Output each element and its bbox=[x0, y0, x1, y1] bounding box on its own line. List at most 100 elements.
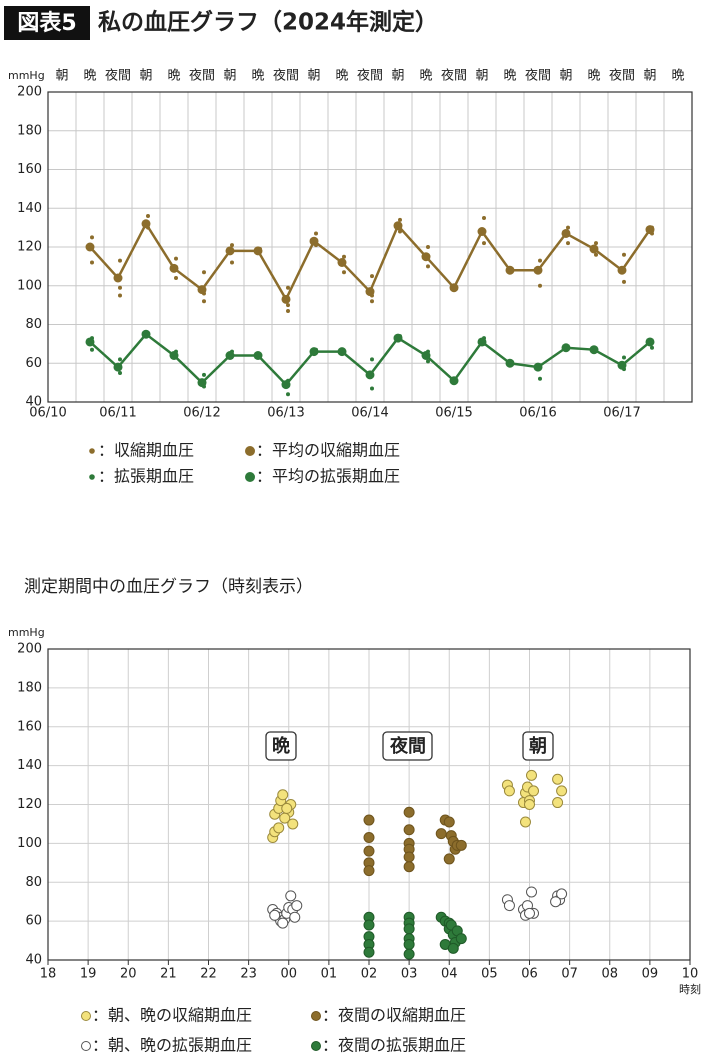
average-point bbox=[477, 337, 487, 347]
reading-dot bbox=[174, 276, 178, 280]
column-label: 夜間 bbox=[441, 69, 467, 84]
annotation: 朝 bbox=[529, 735, 547, 757]
reading-dot bbox=[202, 299, 206, 304]
reading-dot bbox=[286, 392, 290, 397]
x-tick-label: 01 bbox=[321, 967, 338, 982]
y-tick-label: 200 bbox=[17, 85, 42, 100]
y-tick-label: 40 bbox=[25, 953, 42, 968]
column-label: 夜間 bbox=[357, 69, 383, 84]
scatter-point bbox=[552, 797, 564, 809]
average-point bbox=[449, 283, 459, 293]
average-point bbox=[617, 265, 627, 275]
column-label: 朝 bbox=[223, 69, 236, 84]
scatter-point bbox=[403, 861, 415, 873]
legend-label: ：平均の収縮期血圧 bbox=[256, 441, 400, 460]
average-point bbox=[505, 265, 515, 275]
average-point bbox=[169, 351, 179, 360]
annotation: 晩 bbox=[272, 735, 290, 757]
column-label: 晩 bbox=[419, 69, 432, 84]
column-label: 夜間 bbox=[525, 69, 551, 84]
date-label: 06/10 bbox=[29, 406, 66, 421]
reading-dot bbox=[594, 241, 598, 246]
y-tick-label: 140 bbox=[17, 758, 42, 773]
reading-dot bbox=[650, 345, 654, 350]
column-label: 朝 bbox=[391, 69, 404, 84]
reading-dot bbox=[538, 376, 542, 381]
reading-dot bbox=[426, 359, 430, 364]
column-label: 晩 bbox=[587, 69, 600, 84]
average-point bbox=[169, 263, 179, 273]
scatter-point bbox=[556, 785, 568, 797]
scatter-point bbox=[285, 890, 297, 902]
reading-dot bbox=[426, 264, 430, 269]
page-title: 私の血圧グラフ（2024年測定） bbox=[98, 9, 438, 36]
annotation-box bbox=[382, 731, 433, 761]
average-point bbox=[645, 225, 655, 235]
reading-dot bbox=[538, 283, 542, 288]
x-tick-label: 20 bbox=[120, 967, 137, 982]
scatter-point bbox=[503, 900, 515, 912]
scatter-point bbox=[363, 832, 375, 844]
annotation-box bbox=[265, 731, 297, 761]
column-label: 晩 bbox=[251, 69, 264, 84]
average-point bbox=[421, 351, 431, 360]
scatter-point bbox=[435, 828, 447, 840]
column-label: 朝 bbox=[475, 69, 488, 84]
y-tick-label: 100 bbox=[17, 278, 42, 293]
y-tick-label: 180 bbox=[17, 680, 42, 695]
reading-dot bbox=[202, 270, 206, 275]
reading-dot bbox=[566, 241, 570, 246]
reading-dot bbox=[90, 235, 94, 240]
average-point bbox=[505, 358, 515, 368]
average-point bbox=[393, 221, 403, 231]
average-point bbox=[365, 370, 375, 380]
legend-marker bbox=[245, 472, 255, 482]
y-unit: mmHg bbox=[8, 626, 45, 639]
reading-dot bbox=[370, 357, 374, 362]
y-tick-label: 60 bbox=[25, 914, 42, 929]
scatter-point bbox=[269, 909, 281, 921]
column-label: 朝 bbox=[643, 69, 656, 84]
reading-dot bbox=[426, 245, 430, 249]
average-point bbox=[253, 351, 263, 360]
legend-label: ：朝、晩の収縮期血圧 bbox=[92, 1006, 252, 1025]
scatter-point bbox=[403, 806, 415, 818]
legend-marker bbox=[311, 1041, 321, 1051]
column-label: 朝 bbox=[55, 69, 68, 84]
scatter-point bbox=[403, 923, 415, 935]
scatter-point bbox=[443, 816, 455, 828]
date-label: 06/15 bbox=[435, 406, 472, 421]
average-point bbox=[533, 265, 543, 275]
scatter-point bbox=[363, 845, 375, 857]
plot-frame bbox=[47, 91, 693, 403]
legend-label: ：夜間の拡張期血圧 bbox=[322, 1036, 466, 1055]
y-tick-label: 200 bbox=[17, 642, 42, 657]
scatter-point bbox=[289, 911, 301, 923]
x-tick-label: 21 bbox=[160, 967, 177, 982]
average-point bbox=[477, 227, 487, 236]
scatter-point bbox=[455, 933, 467, 945]
average-point bbox=[337, 258, 347, 267]
x-tick-label: 19 bbox=[80, 967, 97, 982]
scatter-point bbox=[526, 886, 538, 898]
reading-dot bbox=[314, 231, 318, 236]
average-point bbox=[113, 362, 123, 372]
y-tick-label: 60 bbox=[25, 356, 42, 371]
column-label: 朝 bbox=[559, 69, 572, 84]
column-label: 晩 bbox=[335, 69, 348, 84]
column-label: 朝 bbox=[139, 69, 152, 84]
average-point bbox=[617, 360, 627, 370]
average-point bbox=[645, 337, 655, 347]
y-unit: mmHg bbox=[8, 69, 45, 82]
average-point bbox=[561, 228, 571, 238]
legend-marker bbox=[89, 448, 95, 454]
legend-marker bbox=[81, 1011, 91, 1021]
y-tick-label: 120 bbox=[17, 240, 42, 255]
scatter-point bbox=[550, 896, 562, 908]
reading-dot bbox=[370, 386, 374, 391]
average-point bbox=[85, 337, 95, 347]
column-label: 晩 bbox=[83, 69, 96, 84]
reading-dot bbox=[118, 357, 122, 362]
y-tick-label: 140 bbox=[17, 201, 42, 216]
